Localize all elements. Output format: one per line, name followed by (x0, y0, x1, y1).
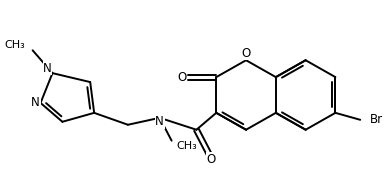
Text: N: N (155, 115, 164, 128)
Text: Br: Br (370, 113, 383, 126)
Text: CH₃: CH₃ (4, 40, 25, 50)
Text: O: O (177, 71, 186, 84)
Text: CH₃: CH₃ (177, 141, 197, 151)
Text: N: N (31, 96, 40, 109)
Text: N: N (43, 62, 52, 75)
Text: O: O (242, 47, 251, 60)
Text: O: O (207, 153, 216, 166)
